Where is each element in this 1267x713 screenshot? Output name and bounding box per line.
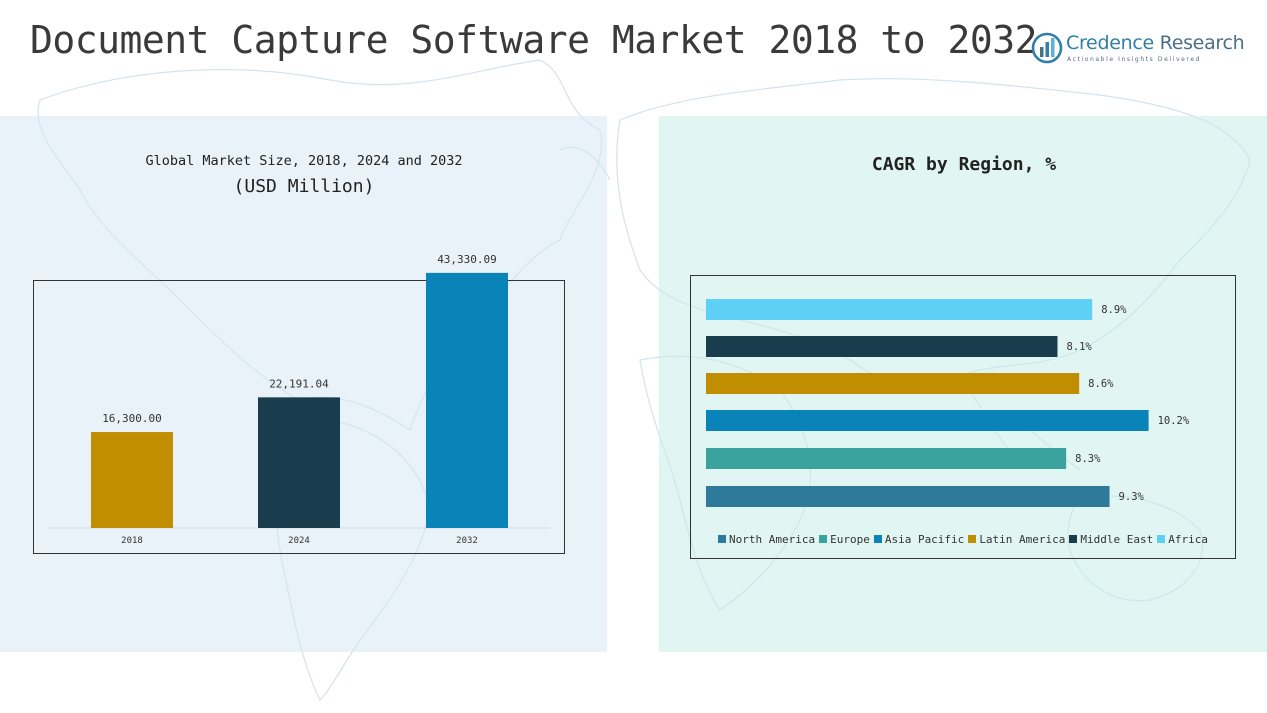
legend-label-europe: Europe [830, 533, 870, 546]
x-tick-label-2018: 2018 [121, 536, 143, 546]
legend-item-europe: Europe [819, 533, 870, 546]
page-title: Document Capture Software Market 2018 to… [30, 18, 1038, 62]
legend-item-asia-pacific: Asia Pacific [873, 533, 965, 546]
logo-tagline: Actionable Insights Delivered [1067, 56, 1202, 63]
bar-north-america [706, 486, 1110, 507]
cagr-legend: North America Europe Asia Pacific Latin Ame… [690, 533, 1236, 546]
bar-middle-east [706, 336, 1058, 357]
bar-2024 [258, 397, 340, 528]
logo-name: Credence Research [1066, 32, 1245, 54]
legend-swatch-africa [1157, 535, 1166, 543]
x-tick-label-2032: 2032 [456, 536, 478, 546]
bar-value-label-middle-east: 8.1% [1066, 341, 1092, 353]
legend-label-asia-pacific: Asia Pacific [884, 533, 965, 546]
bar-asia-pacific [706, 410, 1149, 431]
cagr-chart-title: CAGR by Region, % [871, 154, 1057, 175]
bar-value-label-2018: 16,300.00 [102, 412, 162, 425]
market-size-chart-title: Global Market Size, 2018, 2024 and 2032 [145, 153, 463, 169]
bar-value-label-2032: 43,330.09 [437, 253, 497, 266]
legend-swatch-latin-america [968, 535, 977, 543]
legend-item-latin-america: Latin America [968, 533, 1065, 546]
bar-2018 [91, 432, 173, 528]
cagr-chart-frame [690, 275, 1236, 559]
logo-name-research: Research [1159, 32, 1245, 54]
bar-europe [706, 448, 1067, 469]
bar-value-label-africa: 8.9% [1101, 304, 1127, 316]
legend-label-latin-america: Latin America [979, 533, 1066, 546]
bar-latin-america [706, 373, 1080, 394]
bar-africa [706, 299, 1093, 320]
bar-2032 [426, 272, 508, 528]
credence-research-logo: Credence Research Actionable Insights De… [1030, 30, 1245, 66]
legend-item-north-america: North America [717, 533, 816, 546]
bar-value-label-asia-pacific: 10.2% [1158, 415, 1190, 427]
legend-label-middle-east: Middle East [1080, 533, 1154, 546]
bar-value-label-north-america: 9.3% [1119, 491, 1145, 503]
legend-swatch-asia-pacific [873, 535, 882, 543]
bar-value-label-2024: 22,191.04 [269, 377, 329, 390]
market-size-chart-unit: (USD Million) [233, 176, 375, 197]
market-size-chart-frame [33, 280, 565, 554]
legend-label-north-america: North America [728, 533, 816, 546]
logo-chart-icon [1031, 32, 1063, 64]
bar-value-label-europe: 8.3% [1075, 453, 1101, 465]
logo-name-credence: Credence [1066, 32, 1154, 54]
legend-label-africa: Africa [1168, 533, 1209, 546]
legend-item-middle-east: Middle East [1069, 533, 1153, 546]
bar-value-label-latin-america: 8.6% [1088, 378, 1114, 390]
legend-swatch-europe [819, 535, 828, 543]
x-tick-label-2024: 2024 [288, 536, 310, 546]
legend-swatch-middle-east [1069, 535, 1078, 543]
legend-item-africa: Africa [1157, 533, 1208, 546]
legend-swatch-north-america [717, 535, 726, 543]
